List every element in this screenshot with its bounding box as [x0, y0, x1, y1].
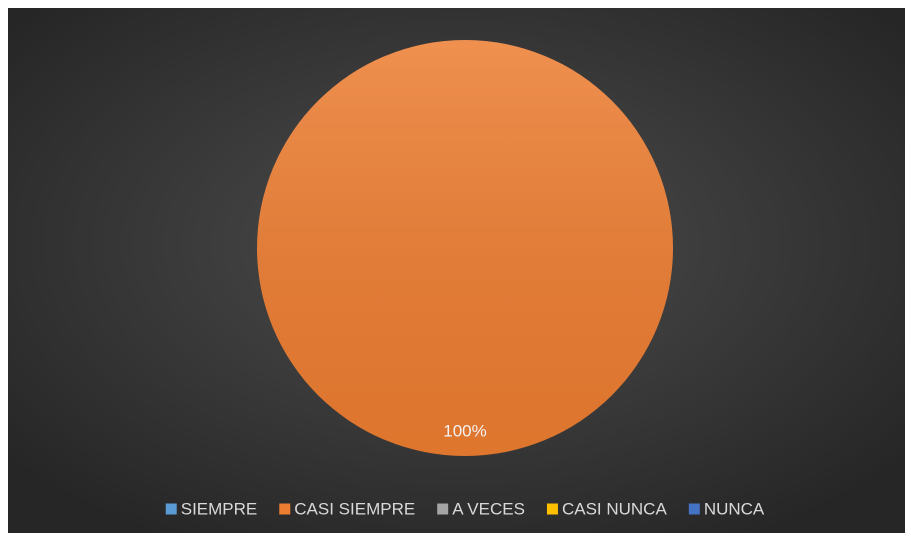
legend-swatch [279, 503, 291, 515]
legend-label: NUNCA [704, 499, 765, 518]
pie-slice [257, 40, 673, 456]
legend: SIEMPRE CASI SIEMPRE A VECES CASI NUNCA NUNC… [165, 499, 765, 518]
data-labels: 100% [443, 422, 486, 441]
legend-label: CASI SIEMPRE [294, 499, 415, 518]
data-label: 100% [443, 422, 486, 441]
legend-label: SIEMPRE [181, 499, 258, 518]
legend-label: A VECES [452, 499, 525, 518]
legend-swatch [437, 503, 449, 515]
legend-swatch [165, 503, 177, 515]
legend-label: CASI NUNCA [562, 499, 668, 518]
pie [257, 40, 673, 456]
legend-swatch [688, 503, 700, 515]
legend-swatch [546, 503, 558, 515]
